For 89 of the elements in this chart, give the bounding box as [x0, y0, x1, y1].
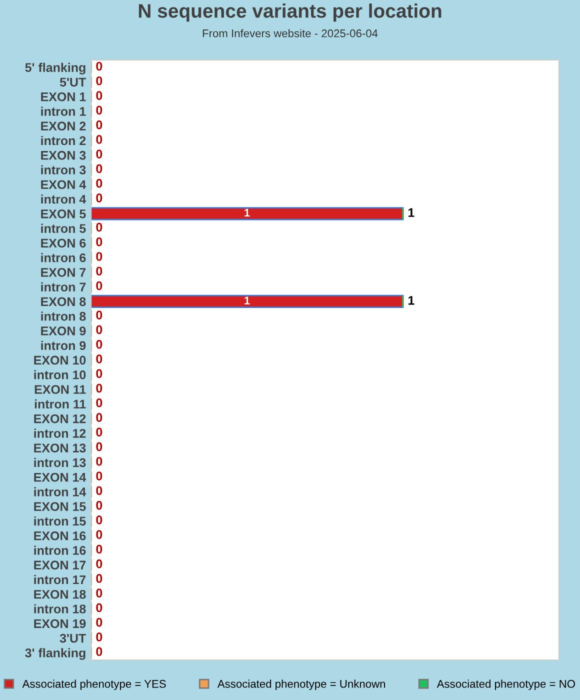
y-tick-label: EXON 19 [34, 619, 86, 628]
total-label: 0 [96, 62, 102, 71]
y-tick-label: EXON 7 [41, 268, 86, 277]
y-tick-label: intron 12 [34, 428, 86, 438]
y-tick-label: intron 10 [34, 370, 86, 380]
y-tick-label: 3'UT [60, 634, 86, 643]
total-label: 0 [96, 559, 102, 568]
total-label: 0 [96, 76, 102, 86]
y-tick-label: intron 2 [41, 136, 86, 146]
y-tick-label: intron 4 [41, 194, 86, 204]
y-tick-label: EXON 14 [34, 472, 86, 482]
y-tick-label: intron 1 [41, 106, 86, 116]
total-label: 0 [96, 486, 102, 496]
y-tick-label: intron 9 [41, 340, 86, 350]
total-label: 0 [96, 369, 102, 378]
total-label: 0 [96, 354, 102, 364]
y-tick-label: EXON 18 [34, 590, 86, 599]
total-label: 0 [96, 150, 102, 158]
y-tick-label: intron 13 [34, 458, 86, 468]
total-label: 0 [96, 544, 102, 554]
total-label: 0 [96, 106, 102, 115]
y-tick-label: EXON 6 [41, 238, 86, 248]
y-tick-label: EXON 16 [34, 531, 86, 540]
y-tick-label: intron 17 [34, 574, 86, 584]
total-label: 0 [96, 515, 102, 524]
total-label: 0 [96, 91, 102, 100]
total-label: 0 [96, 574, 102, 583]
y-tick-label: intron 14 [34, 487, 86, 496]
y-tick-label: intron 11 [34, 399, 86, 409]
total-label: 0 [96, 310, 102, 320]
y-tick-label: EXON 9 [41, 326, 86, 336]
total-label: 0 [96, 603, 102, 612]
total-label: 0 [96, 500, 102, 510]
total-label: 0 [96, 120, 102, 130]
total-label: 1 [408, 296, 414, 305]
y-tick-label: EXON 1 [41, 92, 86, 102]
y-tick-label: EXON 17 [34, 560, 86, 570]
total-label: 0 [96, 413, 102, 422]
y-tick-label: 5' flanking [25, 62, 86, 74]
y-tick-label: intron 6 [41, 253, 86, 262]
total-label: 0 [96, 647, 102, 656]
total-label: 1 [408, 208, 414, 217]
total-label: 0 [96, 178, 102, 188]
total-label: 0 [96, 222, 102, 232]
total-label: 0 [96, 194, 102, 202]
y-tick-label: EXON 5 [41, 209, 86, 218]
total-label: 0 [96, 398, 102, 408]
y-tick-label: EXON 11 [34, 385, 86, 394]
total-label: 0 [96, 252, 102, 261]
y-tick-label: intron 7 [41, 282, 86, 292]
total-label: 0 [96, 134, 102, 144]
total-label: 0 [96, 325, 102, 334]
total-label: 0 [96, 340, 102, 349]
chart-subtitle: From Infevers website - 2025-06-04 [202, 29, 378, 38]
y-tick-label: intron 3 [41, 165, 86, 174]
y-tick-label: EXON 12 [34, 414, 86, 424]
total-label: 0 [96, 281, 102, 290]
y-tick-label: EXON 3 [41, 150, 86, 160]
y-tick-label: EXON 8 [41, 297, 86, 306]
total-label: 0 [96, 472, 102, 480]
y-tick-label: intron 16 [34, 546, 86, 555]
total-label: 0 [96, 384, 102, 393]
total-label: 0 [96, 456, 102, 466]
total-label: 0 [96, 237, 102, 246]
legend-label: Associated phenotype = NO [436, 680, 575, 690]
total-label: 0 [96, 588, 102, 598]
y-tick-label: 5'UT [60, 78, 86, 87]
y-tick-label: EXON 4 [41, 180, 86, 190]
total-label: 0 [96, 632, 102, 642]
y-tick-label: EXON 10 [34, 356, 86, 365]
y-tick-label: EXON 2 [41, 122, 86, 131]
y-tick-label: intron 5 [41, 224, 86, 233]
total-label: 0 [96, 618, 102, 627]
total-label: 0 [96, 428, 102, 437]
total-label: 0 [96, 164, 102, 174]
y-tick-label: EXON 15 [34, 502, 86, 511]
y-tick-label: intron 18 [34, 604, 86, 614]
y-tick-label: intron 8 [41, 312, 86, 321]
total-label: 0 [96, 530, 102, 539]
y-tick-label: intron 15 [34, 516, 86, 526]
data-label: 1 [244, 296, 250, 304]
legend-label: Associated phenotype = Unknown [217, 680, 386, 690]
y-tick-label: EXON 13 [34, 444, 86, 452]
chart-title: N sequence variants per location [138, 4, 442, 22]
legend-label: Associated phenotype = YES [22, 680, 166, 690]
data-label: 1 [244, 208, 250, 217]
total-label: 0 [96, 266, 102, 276]
y-tick-label: 3' flanking [25, 648, 86, 660]
total-label: 0 [96, 442, 102, 452]
